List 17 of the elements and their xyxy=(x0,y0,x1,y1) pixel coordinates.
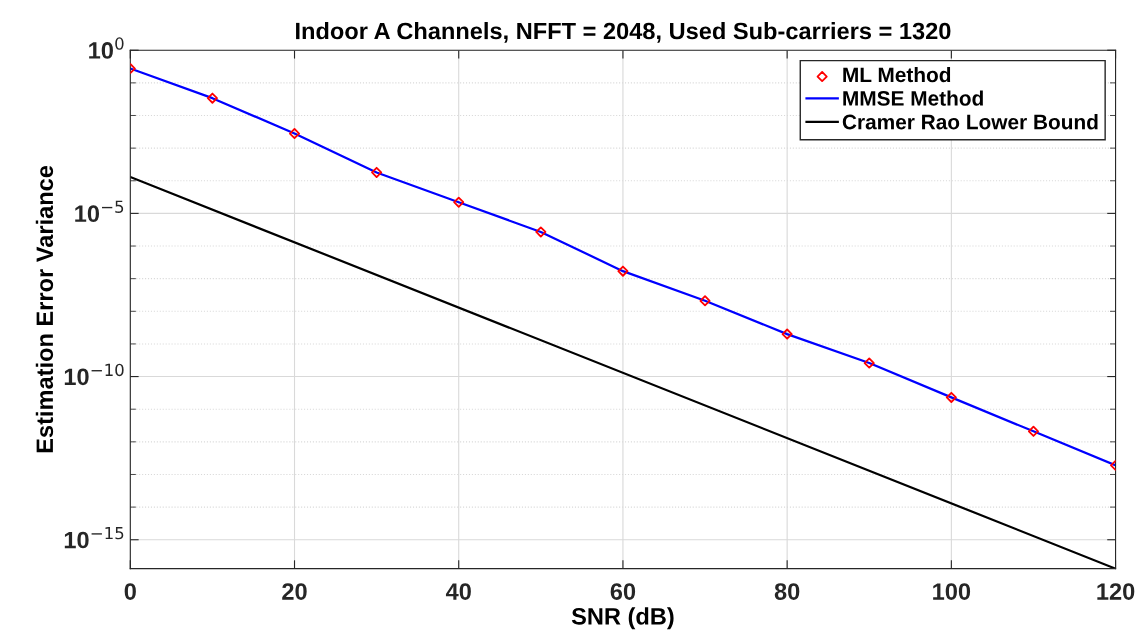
y-tick-label: 10$^{0}$ xyxy=(89,37,124,59)
x-tick-label: 40 xyxy=(445,583,471,600)
x-tick-label: 0 xyxy=(124,583,136,600)
legend-label: ML Method xyxy=(843,66,951,83)
legend-label: Cramer Rao Lower Bound xyxy=(842,114,1098,130)
y-tick-label: 10$^{−5}$ xyxy=(75,200,124,223)
x-tick-label: 60 xyxy=(610,583,636,600)
y-tick-label: 10$^{−15}$ xyxy=(64,527,124,549)
chart-title: Indoor A Channels, NFFT = 2048, Used Sub-carriers = 1320 xyxy=(296,22,951,43)
x-tick-label: 100 xyxy=(933,583,971,600)
x-tick-label: 120 xyxy=(1097,583,1135,600)
y-tick-label: 10$^{−10}$ xyxy=(64,363,124,386)
y-axis-title: Estimation Error Variance xyxy=(35,165,54,453)
x-axis-title: SNR (dB) xyxy=(571,607,674,630)
x-tick-label: 20 xyxy=(282,583,307,600)
legend-label: MMSE Method xyxy=(843,90,983,106)
x-tick-label: 80 xyxy=(774,583,800,600)
